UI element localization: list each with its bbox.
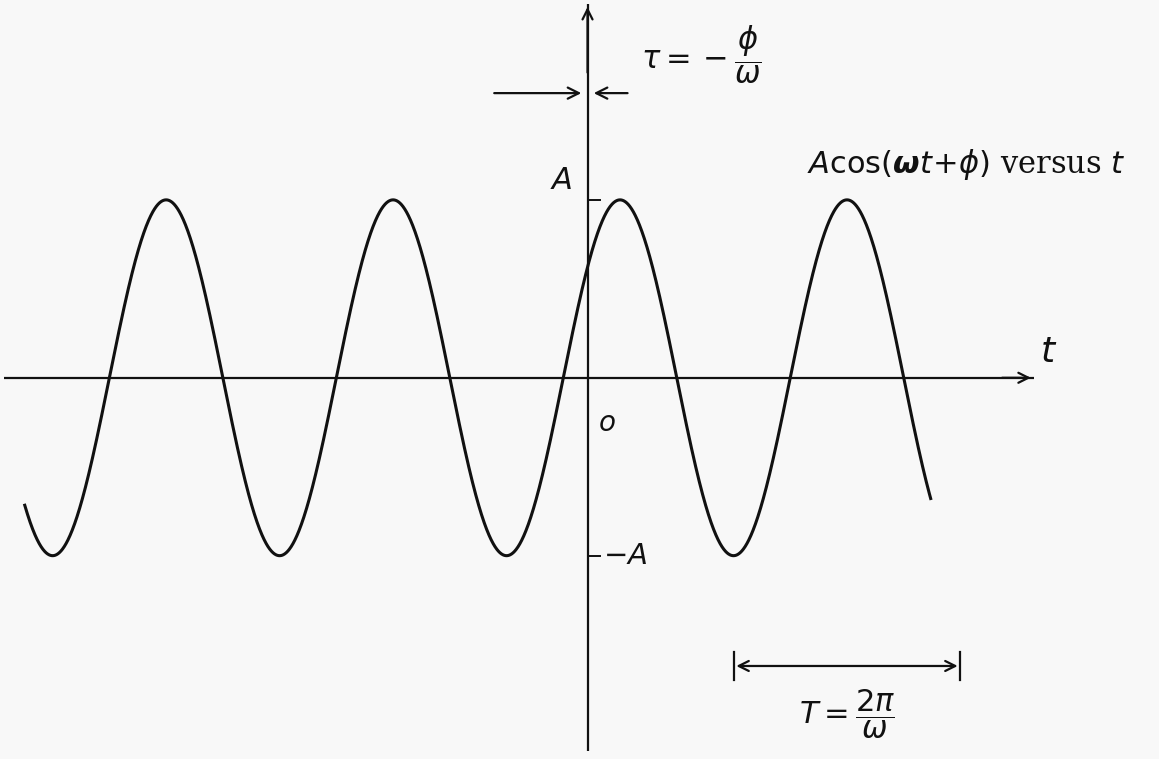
Text: $o$: $o$: [598, 410, 615, 436]
Text: $t$: $t$: [1041, 335, 1058, 369]
Text: $A$: $A$: [551, 165, 573, 197]
Text: $\tau = -\dfrac{\phi}{\omega}$: $\tau = -\dfrac{\phi}{\omega}$: [641, 24, 761, 86]
Text: $A\cos(\boldsymbol{\omega}t\!+\!\phi)$ versus $t$: $A\cos(\boldsymbol{\omega}t\!+\!\phi)$ v…: [807, 146, 1125, 182]
Text: $-A$: $-A$: [603, 542, 647, 570]
Text: $T = \dfrac{2\pi}{\omega}$: $T = \dfrac{2\pi}{\omega}$: [799, 688, 895, 741]
